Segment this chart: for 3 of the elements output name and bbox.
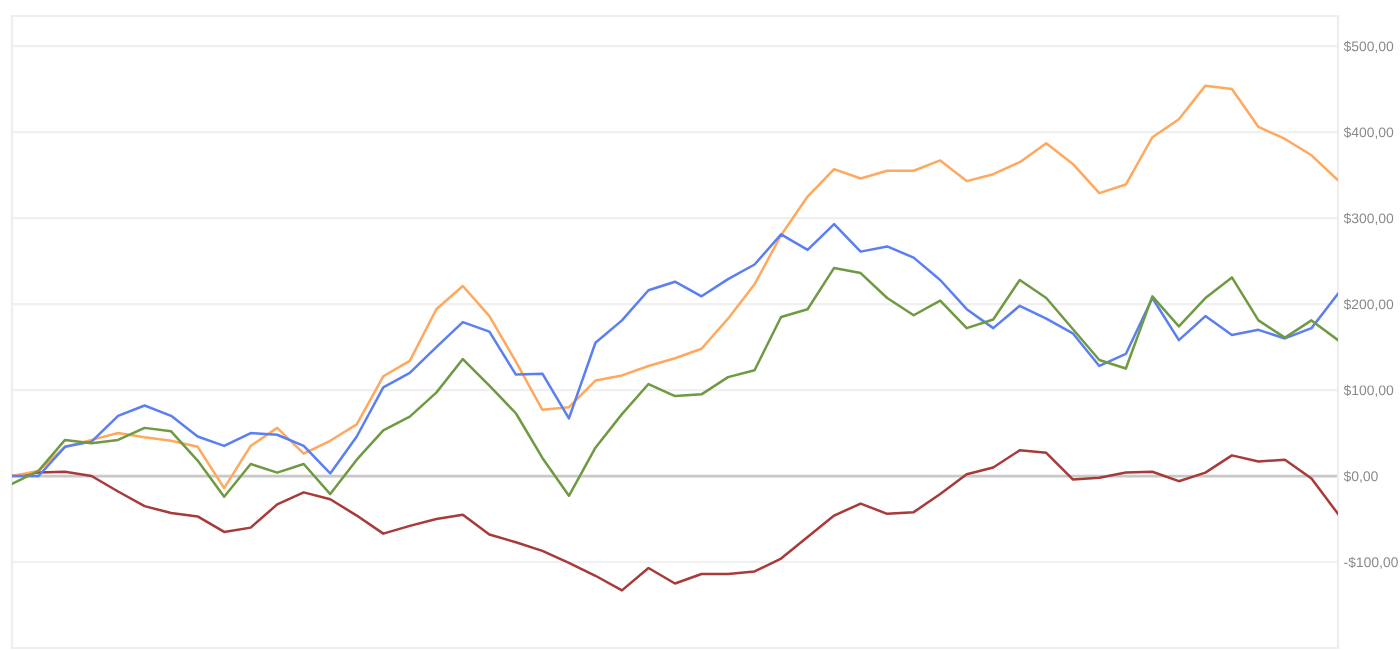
- line-series: [12, 222, 1338, 478]
- line-series: [12, 84, 1338, 490]
- line-series: [12, 266, 1338, 498]
